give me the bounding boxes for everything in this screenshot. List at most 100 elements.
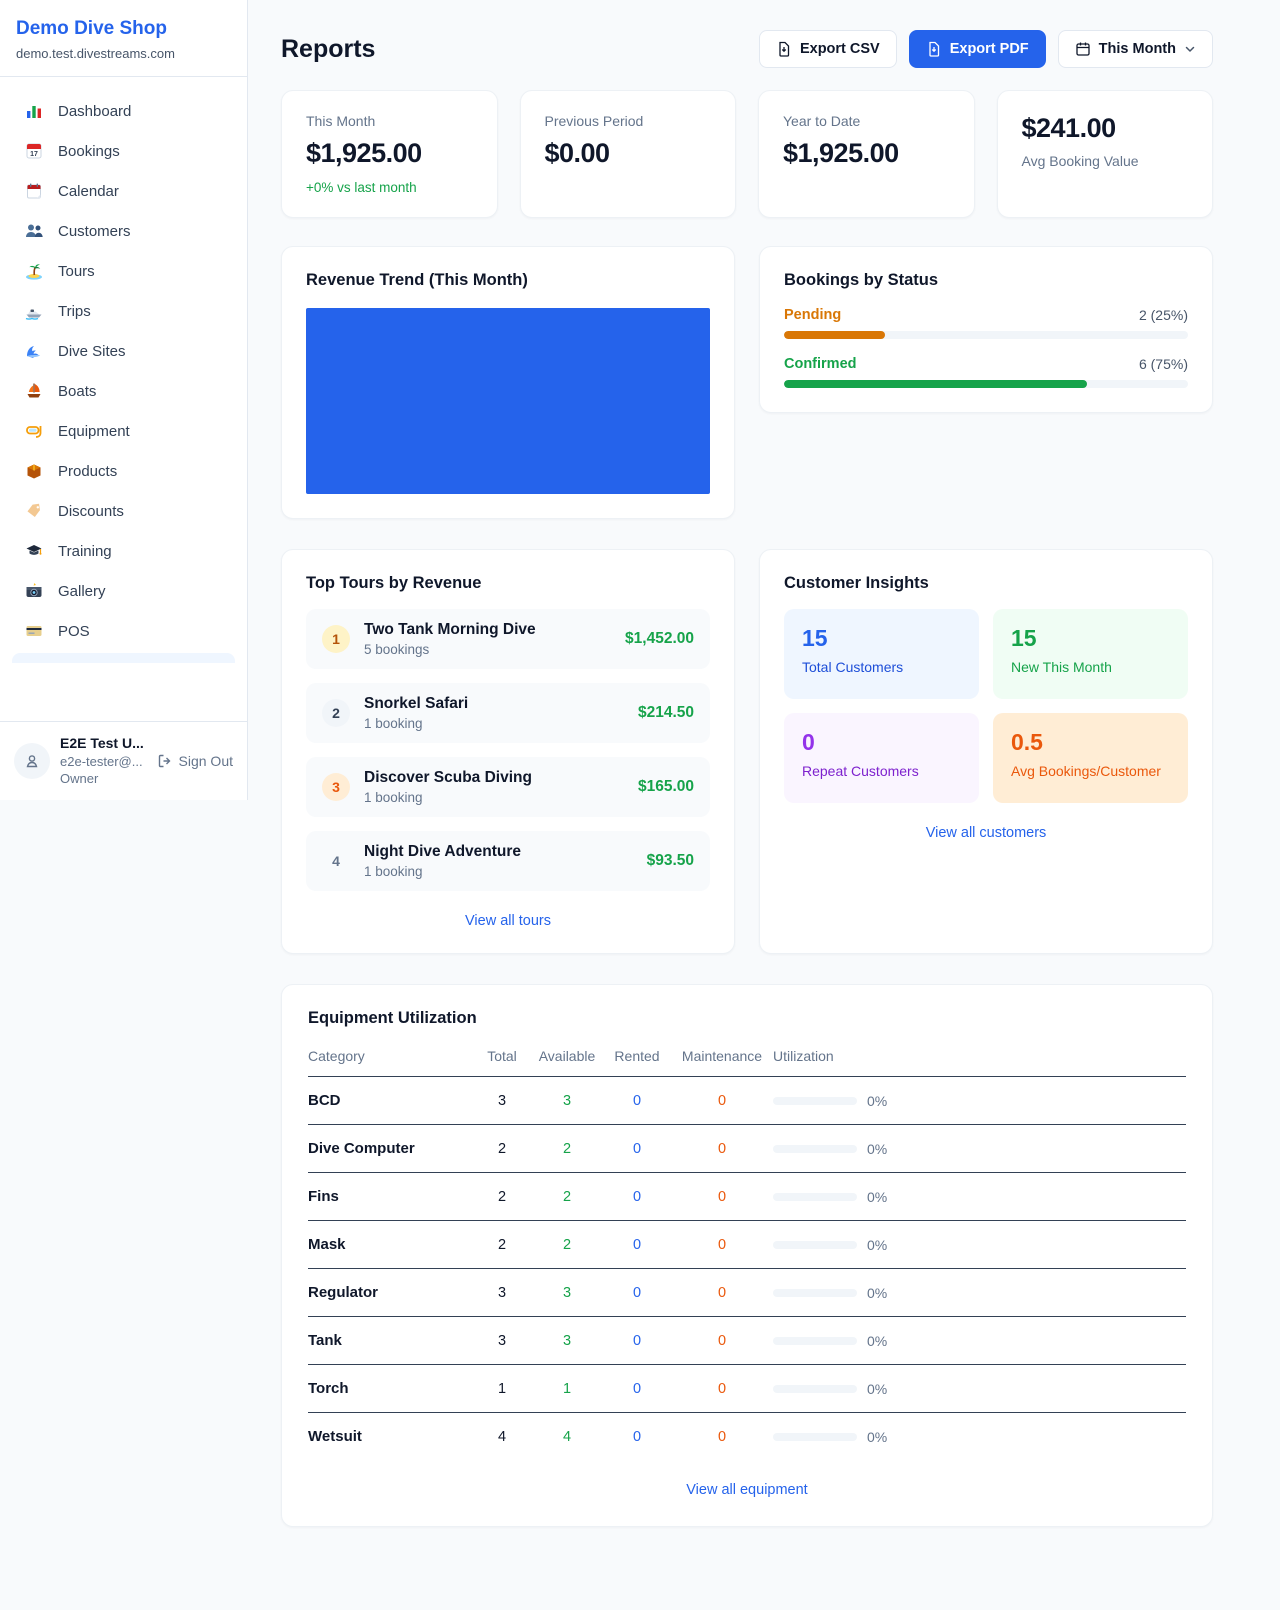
middle-row: Top Tours by Revenue 1 Two Tank Morning … — [281, 549, 1213, 954]
revenue-trend-card: Revenue Trend (This Month) — [281, 246, 735, 519]
insight-tile-avg-bookings: 0.5 Avg Bookings/Customer — [993, 713, 1188, 803]
sidebar-item-reports-partial[interactable] — [12, 653, 235, 663]
equipment-cell-maint: 0 — [671, 1220, 773, 1269]
equipment-cell-cat: BCD — [308, 1076, 473, 1125]
sidebar-item-training[interactable]: Training — [12, 531, 235, 571]
tour-item: 1 Two Tank Morning Dive 5 bookings $1,45… — [306, 609, 710, 669]
equipment-cell-avail: 2 — [531, 1124, 603, 1173]
sidebar-item-boats[interactable]: Boats — [12, 371, 235, 411]
export-csv-button[interactable]: Export CSV — [758, 30, 897, 68]
sidebar-item-pos[interactable]: POS — [12, 611, 235, 651]
charts-row: Revenue Trend (This Month) Bookings by S… — [281, 246, 1213, 519]
export-pdf-button[interactable]: Export PDF — [908, 30, 1046, 68]
sign-out-button[interactable]: Sign Out — [157, 753, 233, 769]
insight-tile-new-this-month: 15 New This Month — [993, 609, 1188, 699]
insight-label: Repeat Customers — [802, 763, 919, 779]
equipment-cell-maint: 0 — [671, 1172, 773, 1221]
customer-insights-card: Customer Insights 15 Total Customers 15 … — [759, 549, 1213, 954]
status-count: 6 (75%) — [1138, 356, 1188, 372]
stat-delta: +0% vs last month — [306, 180, 417, 195]
period-dropdown[interactable]: This Month — [1057, 30, 1213, 68]
tour-bookings: 1 booking — [364, 716, 423, 731]
equipment-cell-maint: 0 — [671, 1268, 773, 1317]
column-header-maintenance: Maintenance — [671, 1040, 773, 1077]
equipment-cell-avail: 3 — [531, 1076, 603, 1125]
stat-value: $1,925.00 — [783, 138, 899, 168]
stat-value: $241.00 — [1021, 113, 1117, 143]
sidebar-item-label: Customers — [58, 222, 131, 240]
equipment-cell-total: 4 — [497, 1428, 507, 1445]
equipment-cell-total: 1 — [473, 1364, 531, 1413]
sidebar-item-equipment[interactable]: Equipment — [12, 411, 235, 451]
equipment-cell-total: 2 — [473, 1124, 531, 1173]
sidebar-item-gallery[interactable]: Gallery — [12, 571, 235, 611]
utilization-percent: 0% — [867, 1236, 888, 1253]
sidebar-item-label: Dashboard — [58, 102, 132, 120]
insight-label: New This Month — [1011, 659, 1112, 675]
sidebar-item-tours[interactable]: Tours — [12, 251, 235, 291]
sidebar-nav: Dashboard 17 Bookings Calendar Customers… — [0, 77, 247, 721]
user-info: E2E Test U... e2e-tester@... Owner — [60, 734, 144, 788]
sailboat-icon — [27, 383, 41, 398]
equipment-cell-maint: 0 — [671, 1316, 773, 1365]
equipment-cell-avail: 2 — [531, 1220, 603, 1269]
top-tours-card: Top Tours by Revenue 1 Two Tank Morning … — [281, 549, 735, 954]
status-bar-fill-pending — [784, 331, 885, 339]
sidebar-item-label: Calendar — [58, 182, 119, 200]
bookings-by-status-title: Bookings by Status — [784, 271, 939, 289]
sidebar-item-calendar[interactable]: Calendar — [12, 171, 235, 211]
view-all-customers-link[interactable]: View all customers — [925, 825, 1047, 841]
equipment-cell-utilization: 0% — [773, 1268, 1186, 1317]
utilization-percent: 0% — [867, 1092, 888, 1109]
insight-value: 15 — [1011, 625, 1037, 651]
sidebar-item-dashboard[interactable]: Dashboard — [12, 91, 235, 131]
equipment-cell-rent: 0 — [632, 1428, 642, 1445]
header-actions: Export CSV Export PDF This Month — [758, 30, 1213, 68]
stat-cards: This Month $1,925.00 +0% vs last month P… — [281, 90, 1213, 218]
column-header-rented: Rented — [603, 1040, 671, 1077]
view-all-tours-link[interactable]: View all tours — [465, 913, 551, 929]
revenue-trend-chart — [306, 308, 710, 494]
sidebar-item-label: Products — [58, 462, 118, 480]
utilization-bar — [773, 1336, 857, 1345]
sidebar-item-customers[interactable]: Customers — [12, 211, 235, 251]
equipment-table-body: BCD 3 3 0 0 0% Dive Computer 2 2 0 0 0% Fins 2 2 0 0 0% Ma… — [308, 1076, 1186, 1461]
tour-name: Discover Scuba Diving — [364, 769, 532, 786]
stat-card-previous-period: Previous Period $0.00 — [519, 90, 736, 218]
sidebar-item-products[interactable]: Products — [12, 451, 235, 491]
sidebar-item-label: Trips — [58, 302, 91, 320]
sidebar-item-discounts[interactable]: Discounts — [12, 491, 235, 531]
equipment-cell-cat: Torch — [308, 1364, 473, 1413]
chevron-down-icon — [1185, 46, 1195, 52]
equipment-row: Dive Computer 2 2 0 0 0% — [308, 1124, 1186, 1173]
insight-tile-repeat-customers: 0 Repeat Customers — [784, 713, 979, 803]
utilization-percent: 0% — [867, 1380, 888, 1397]
equipment-row: Mask 2 2 0 0 0% — [308, 1220, 1186, 1269]
equipment-row: Tank 3 3 0 0 0% — [308, 1316, 1186, 1365]
tour-item: 4 Night Dive Adventure 1 booking $93.50 — [306, 831, 710, 891]
equipment-row: Torch 1 1 0 0 0% — [308, 1364, 1186, 1413]
sidebar-item-dive-sites[interactable]: Dive Sites — [12, 331, 235, 371]
main-content: Reports Export CSV Export PDF This Month — [281, 0, 1213, 1527]
tour-name: Snorkel Safari — [364, 695, 469, 712]
equipment-cell-total: 3 — [473, 1316, 531, 1365]
equipment-cell-total: 3 — [473, 1268, 531, 1317]
sign-out-icon — [158, 754, 171, 768]
equipment-row: Regulator 3 3 0 0 0% — [308, 1268, 1186, 1317]
sidebar-item-label: Dive Sites — [58, 342, 126, 360]
calendar-icon — [1076, 42, 1090, 56]
equipment-cell-utilization: 0% — [773, 1364, 1186, 1413]
tour-name: Two Tank Morning Dive — [364, 621, 536, 638]
equipment-cell-maint: 0 — [671, 1124, 773, 1173]
stat-label: Year to Date — [783, 113, 861, 129]
sidebar-item-bookings[interactable]: 17 Bookings — [12, 131, 235, 171]
bar-chart-icon — [27, 106, 41, 118]
tour-revenue: $214.50 — [637, 704, 694, 721]
people-icon — [26, 224, 43, 237]
equipment-table: Category Total Available Rented Maintena… — [308, 1040, 1186, 1460]
equipment-cell-total: 2 — [473, 1172, 531, 1221]
status-count: 2 (25%) — [1138, 307, 1188, 323]
sidebar-item-trips[interactable]: Trips — [12, 291, 235, 331]
view-all-equipment-link[interactable]: View all equipment — [686, 1482, 808, 1498]
